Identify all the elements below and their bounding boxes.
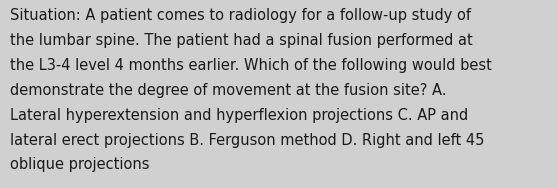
Text: the L3-4 level 4 months earlier. Which of the following would best: the L3-4 level 4 months earlier. Which o… xyxy=(10,58,492,73)
Text: lateral erect projections B. Ferguson method D. Right and left 45: lateral erect projections B. Ferguson me… xyxy=(10,133,484,148)
Text: Situation: A patient comes to radiology for a follow-up study of: Situation: A patient comes to radiology … xyxy=(10,8,471,24)
Text: demonstrate the degree of movement at the fusion site? A.: demonstrate the degree of movement at th… xyxy=(10,83,446,98)
Text: Lateral hyperextension and hyperflexion projections C. AP and: Lateral hyperextension and hyperflexion … xyxy=(10,108,468,123)
Text: oblique projections: oblique projections xyxy=(10,157,150,172)
Text: the lumbar spine. The patient had a spinal fusion performed at: the lumbar spine. The patient had a spin… xyxy=(10,33,473,48)
